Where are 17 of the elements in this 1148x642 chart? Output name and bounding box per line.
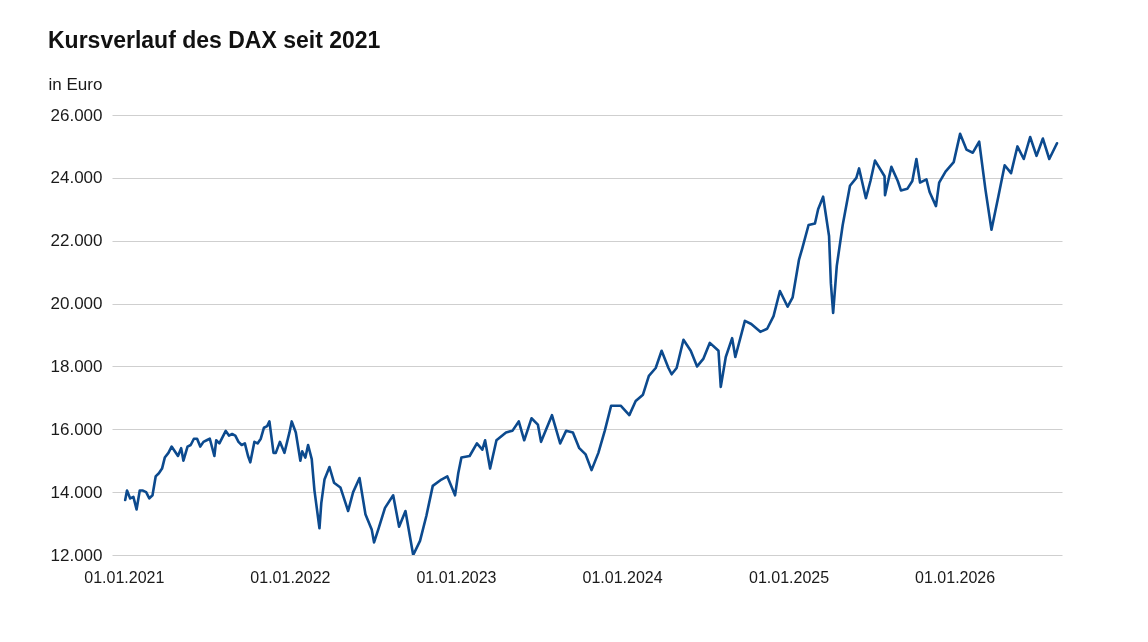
- y-tick-label: 12.000: [50, 545, 103, 565]
- x-tick-label: 01.01.2026: [915, 568, 996, 586]
- x-tick-label: 01.01.2021: [84, 568, 165, 586]
- y-tick-label: 20.000: [50, 294, 103, 314]
- y-tick-label: 14.000: [50, 482, 103, 502]
- line-series: [123, 132, 1059, 555]
- y-axis-title: in Euro: [48, 74, 103, 94]
- x-tick-label: 01.01.2022: [250, 568, 331, 586]
- y-tick-label: 24.000: [50, 168, 103, 188]
- x-tick-label: 01.01.2025: [749, 568, 830, 586]
- y-tick-label: 22.000: [50, 231, 103, 251]
- y-tick-label: 16.000: [50, 419, 103, 439]
- x-tick-label: 01.01.2023: [416, 568, 497, 586]
- y-tick-label: 18.000: [50, 356, 103, 376]
- y-tick-label: 26.000: [50, 105, 103, 125]
- chart-title: Kursverlauf des DAX seit 2021: [48, 27, 381, 53]
- x-tick-label: 01.01.2024: [582, 568, 663, 586]
